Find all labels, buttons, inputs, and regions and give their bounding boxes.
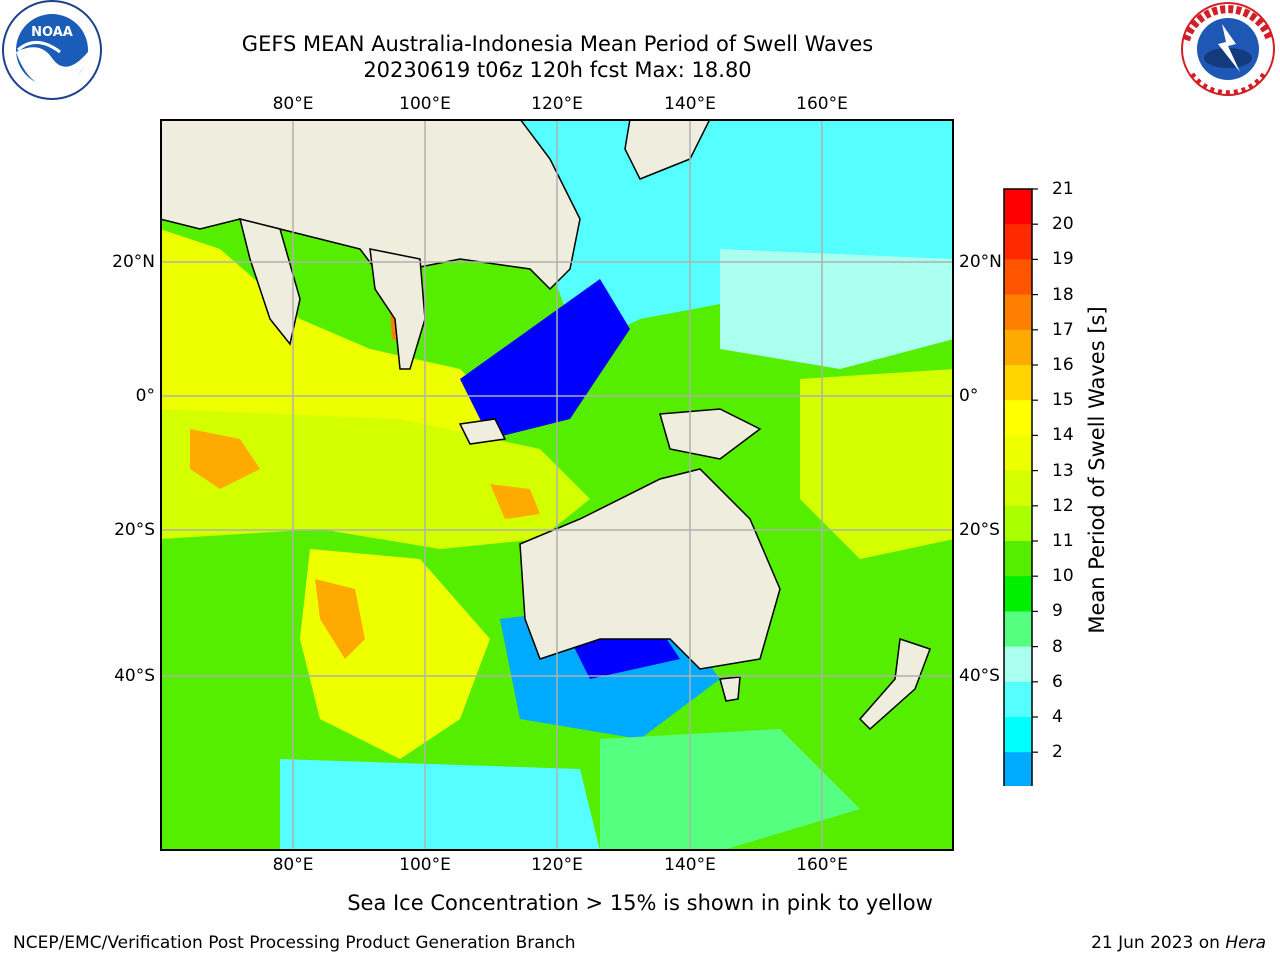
colorbar-segment	[1004, 435, 1032, 472]
footer-host: Hera	[1225, 933, 1266, 953]
lon-tick-top: 80°E	[272, 94, 314, 114]
colorbar-segment	[1004, 576, 1032, 612]
colorbar-label: 14	[1052, 425, 1074, 446]
colorbar-label: 4	[1052, 707, 1063, 727]
colorbar-segment	[1004, 259, 1032, 296]
lon-tick-top: 120°E	[531, 94, 583, 114]
swell-max-region-southwest	[315, 579, 365, 659]
noaa-logo-text: NOAA	[31, 25, 73, 40]
land-indochina	[369, 248, 426, 370]
land-japan-korea	[624, 119, 711, 180]
colorbar-label: 10	[1052, 566, 1074, 587]
swell-region-indian-ocean-north	[160, 229, 500, 449]
lat-tick-right: 0°	[959, 386, 979, 406]
colorbar-segment	[1004, 224, 1032, 260]
lon-tick-top: 140°E	[664, 94, 716, 114]
lat-tick-left: 0°	[135, 386, 155, 406]
colorbar-segment	[1004, 646, 1032, 683]
land-india	[238, 217, 301, 346]
colorbar-label: 19	[1052, 249, 1074, 270]
colorbar-label: 21	[1052, 179, 1074, 199]
colorbar-segment	[1004, 189, 1032, 225]
lon-tick-top: 160°E	[796, 94, 848, 114]
swell-region-tasman	[600, 729, 860, 851]
colorbar-label: 12	[1052, 495, 1074, 516]
colorbar-label: 2	[1052, 742, 1063, 763]
colorbar-label: 6	[1052, 671, 1063, 692]
map-border	[160, 119, 954, 851]
land-australia	[519, 468, 781, 670]
colorbar-label: 13	[1052, 460, 1074, 481]
chart-subtitle: 20230619 t06z 120h fcst Max: 18.80	[363, 58, 752, 82]
lon-tick-bottom: 120°E	[531, 855, 583, 875]
colorbar-segment	[1004, 329, 1032, 366]
colorbar-segment	[1004, 365, 1032, 401]
swell-region-indian-ocean-central	[160, 409, 590, 549]
colorbar-label: 17	[1052, 319, 1074, 340]
colorbar-title: Mean Period of Swell Waves [s]	[1085, 306, 1109, 634]
colorbar-segment	[1004, 470, 1032, 507]
nws-logo	[1181, 2, 1275, 96]
colorbar-segment	[1004, 541, 1032, 577]
lat-tick-left: 20°S	[114, 520, 155, 540]
colorbar-segment	[1004, 717, 1032, 753]
swell-region-southern-ocean	[280, 759, 600, 851]
swell-region-pacific-north	[520, 119, 954, 349]
lon-tick-bottom: 100°E	[399, 855, 451, 875]
land-new-zealand	[858, 637, 931, 731]
lon-tick-top: 100°E	[399, 94, 451, 114]
colorbar-label: 20	[1052, 214, 1074, 235]
colorbar-segment	[1004, 681, 1032, 718]
swell-max-region-south-java	[490, 484, 540, 519]
lat-tick-right: 20°N	[959, 252, 1002, 272]
land-borneo	[458, 418, 507, 445]
colorbar-label: 18	[1052, 284, 1074, 305]
lat-tick-left: 20°N	[112, 252, 155, 272]
colorbar-label: 15	[1052, 390, 1074, 411]
sea-ice-note: Sea Ice Concentration > 15% is shown in …	[347, 891, 933, 915]
footer-date-text: 21 Jun 2023 on	[1091, 933, 1220, 953]
lat-tick-right: 20°S	[959, 520, 1000, 540]
footer-credit: NCEP/EMC/Verification Post Processing Pr…	[13, 933, 576, 953]
lat-tick-left: 40°S	[114, 666, 155, 686]
lat-tick-right: 40°S	[959, 666, 1000, 686]
lon-tick-bottom: 160°E	[796, 855, 848, 875]
lon-tick-bottom: 140°E	[664, 855, 716, 875]
colorbar-label: 8	[1052, 636, 1063, 657]
swell-max-region-west	[190, 429, 260, 489]
land-new-guinea	[659, 408, 762, 460]
map-panel	[160, 119, 954, 851]
noaa-logo: NOAA	[2, 0, 102, 100]
swell-region-pacific-south	[800, 369, 954, 559]
colorbar-segment	[1004, 400, 1032, 436]
colorbar-label: 11	[1052, 531, 1074, 551]
land-tasmania	[719, 676, 741, 702]
footer-date: 21 Jun 2023 on Hera	[1091, 933, 1266, 953]
chart-title: GEFS MEAN Australia-Indonesia Mean Perio…	[241, 32, 874, 56]
colorbar-segment	[1004, 611, 1032, 648]
colorbar-label: 9	[1052, 601, 1063, 622]
swell-min-region-south-china-sea	[460, 279, 630, 439]
swell-region-pacific-central	[720, 249, 954, 369]
colorbar-segment	[1004, 752, 1032, 786]
colorbar-segment	[1004, 505, 1032, 542]
lon-tick-bottom: 80°E	[272, 855, 314, 875]
colorbar	[1003, 188, 1038, 786]
colorbar-segment	[1004, 294, 1032, 331]
colorbar-label: 16	[1052, 355, 1074, 375]
map-gridlines	[160, 119, 954, 851]
